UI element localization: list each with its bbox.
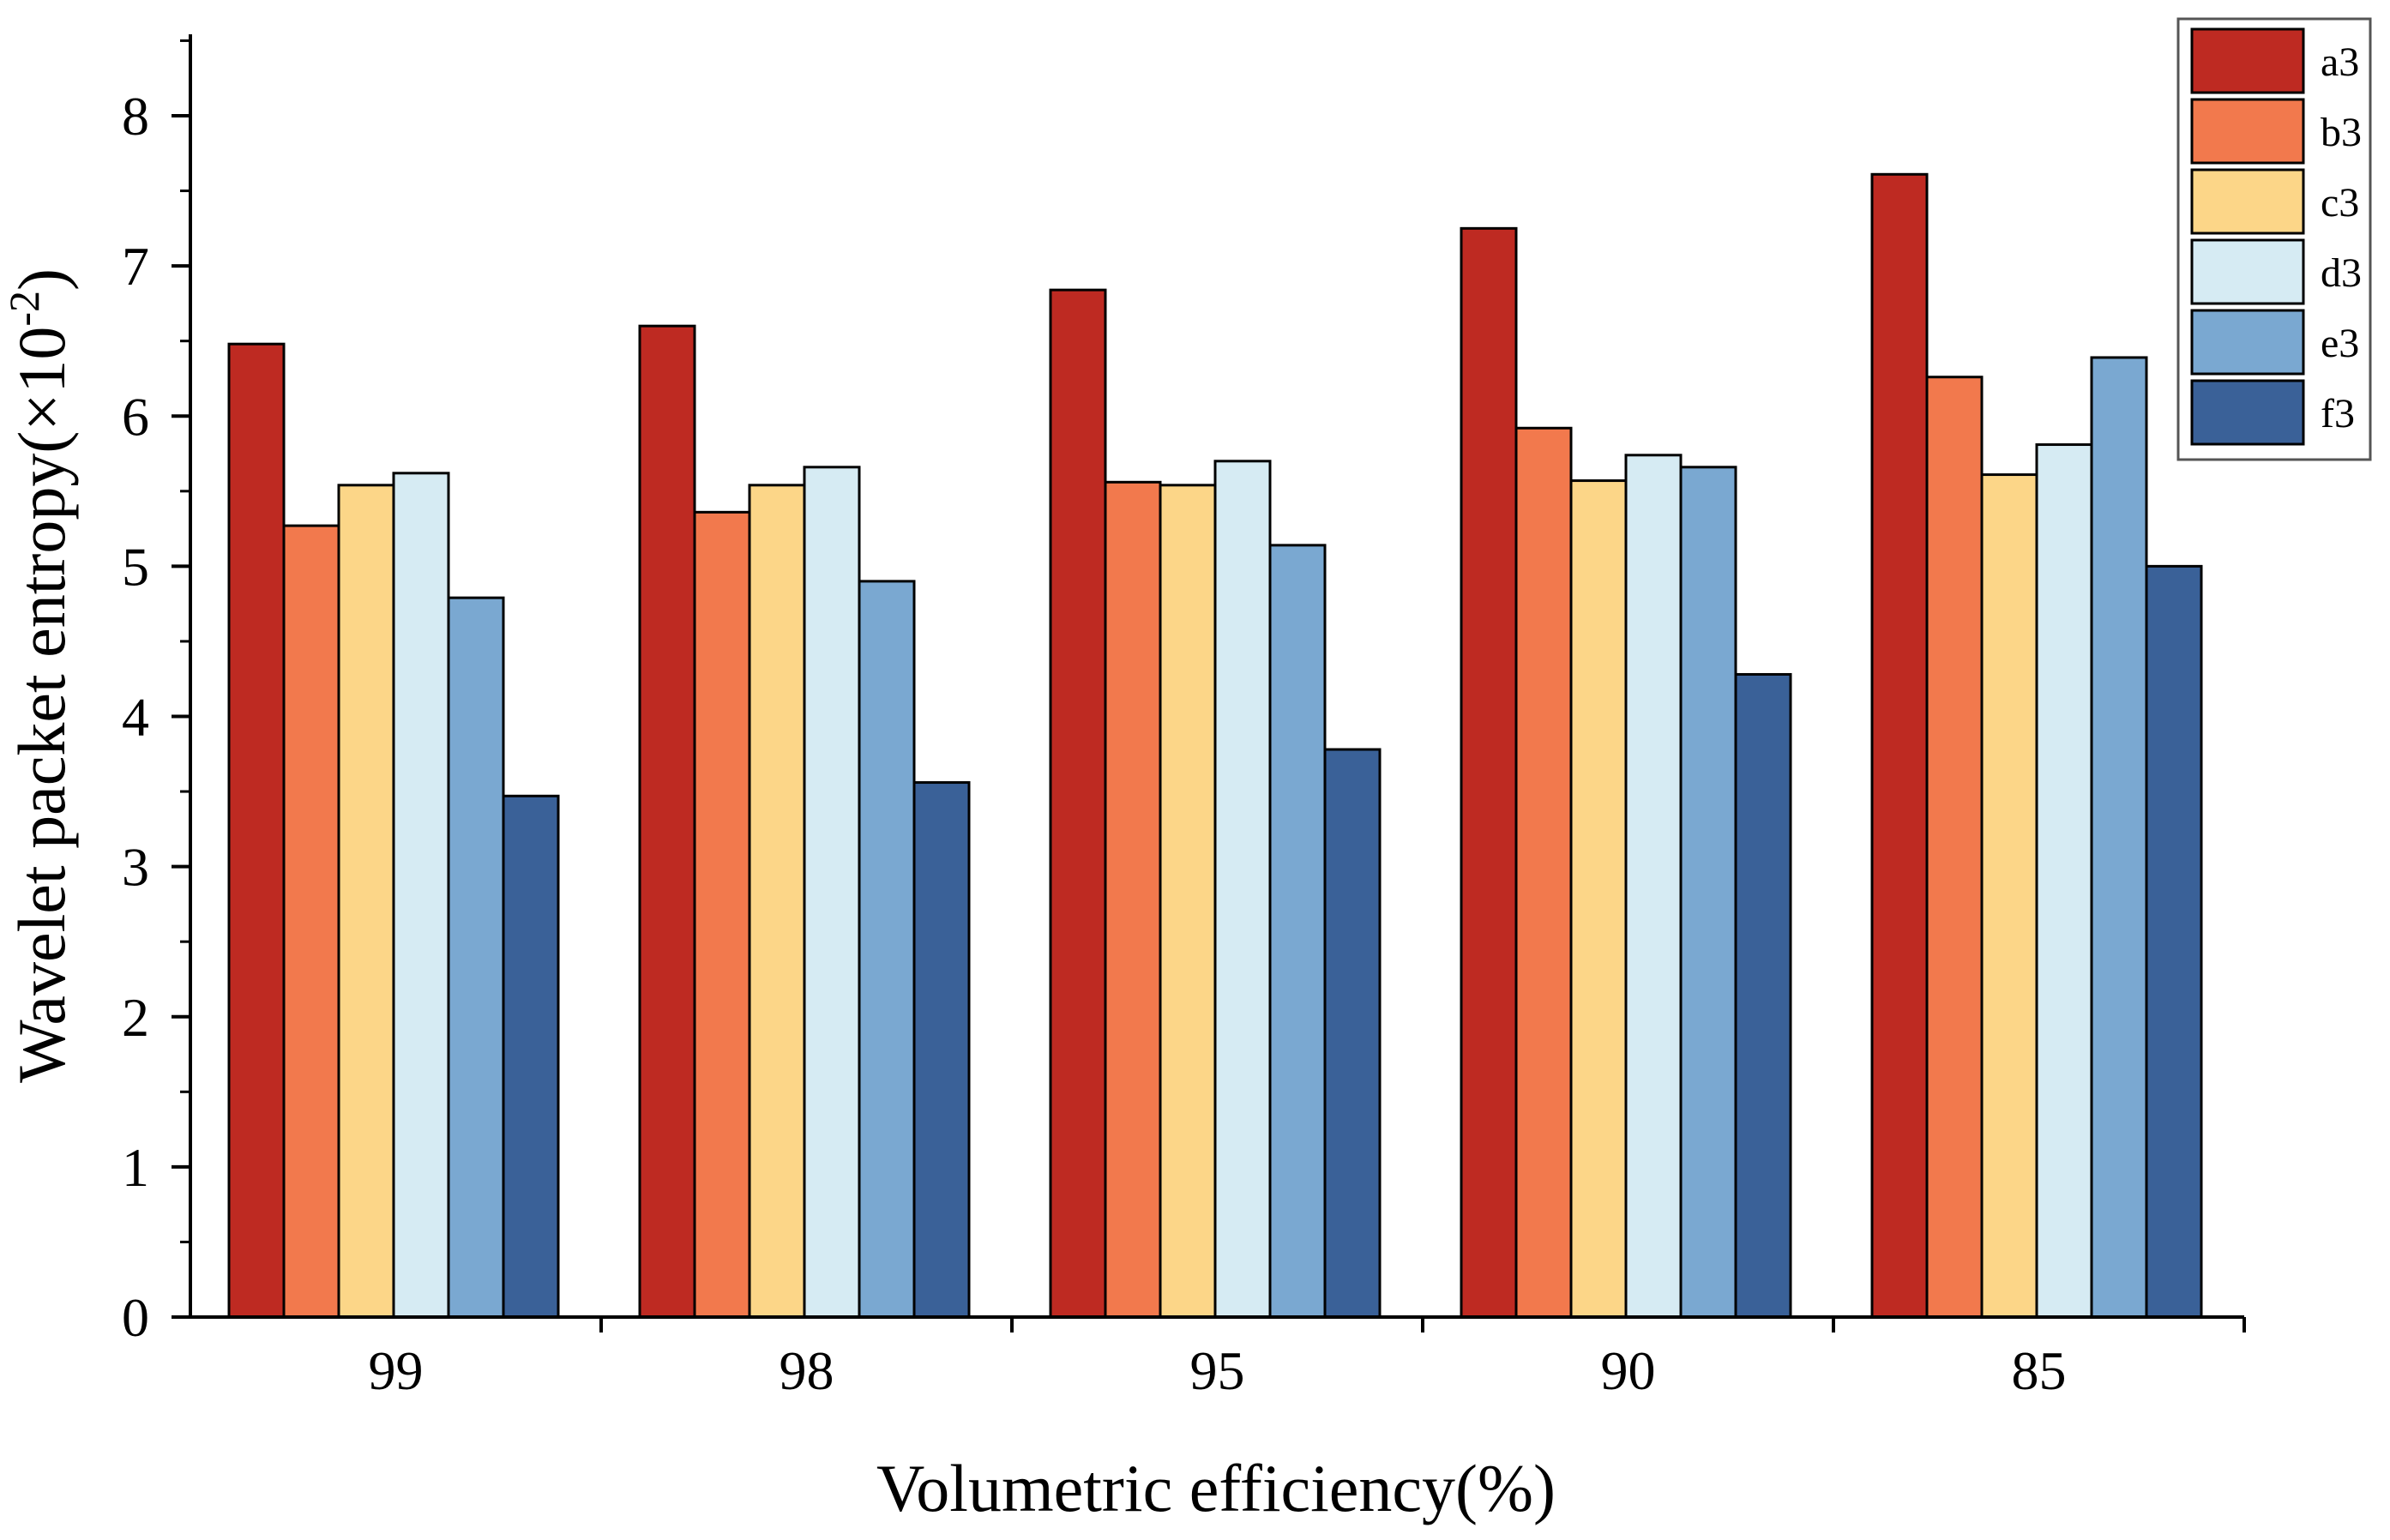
bar-e3-90	[1679, 466, 1737, 1319]
bar-d3-99	[392, 472, 450, 1319]
y-tick-label-1: 1	[122, 1137, 149, 1198]
y-ticks-group: 0 1 2 3 4 5 6 7 8	[122, 39, 190, 1348]
legend-swatch-d3	[2190, 238, 2305, 305]
bar-e3-99	[447, 596, 505, 1319]
y-axis-title-main: Wavelet packet entropy(×10	[4, 327, 79, 1083]
legend-swatch-c3	[2190, 168, 2305, 235]
bar-b3-90	[1514, 426, 1573, 1319]
bar-b3-98	[693, 510, 751, 1319]
x-tick-label-85: 85	[2012, 1340, 2067, 1401]
x-axis-title: Volumetric efficiency(%)	[876, 1451, 1556, 1525]
y-tick-label-8: 8	[122, 86, 149, 147]
y-tick-label-4: 4	[122, 687, 149, 748]
bar-d3-85	[2035, 443, 2093, 1319]
x-tick-label-99: 99	[369, 1340, 424, 1401]
bar-f3-98	[912, 781, 971, 1319]
bar-c3-98	[748, 484, 806, 1319]
bar-e3-85	[2090, 356, 2148, 1319]
bar-d3-90	[1624, 454, 1683, 1319]
bar-a3-99	[227, 342, 286, 1319]
bar-b3-85	[1925, 376, 1984, 1319]
bar-c3-99	[337, 484, 395, 1319]
axes-group	[189, 34, 2244, 1319]
legend-swatch-b3	[2190, 98, 2305, 165]
bar-f3-95	[1323, 748, 1382, 1319]
y-axis-title: Wavelet packet entropy(×10-2)	[0, 268, 79, 1083]
bar-c3-90	[1569, 479, 1628, 1319]
x-tick-label-90: 90	[1601, 1340, 1656, 1401]
legend-swatch-a3	[2190, 27, 2305, 94]
bar-b3-99	[282, 524, 340, 1319]
legend-swatch-f3	[2190, 379, 2305, 446]
legend-label-c3: c3	[2321, 180, 2359, 226]
y-tick-label-2: 2	[122, 987, 149, 1048]
bar-f3-99	[502, 794, 560, 1319]
legend-label-d3: d3	[2321, 250, 2362, 296]
x-ticks-group: 99 98 95 90 85	[369, 1317, 2246, 1401]
bar-a3-90	[1460, 226, 1518, 1319]
bar-a3-85	[1870, 172, 1929, 1319]
y-tick-label-6: 6	[122, 386, 149, 447]
x-tick-label-98: 98	[780, 1340, 834, 1401]
bar-a3-95	[1049, 288, 1107, 1319]
bar-e3-98	[858, 580, 916, 1319]
x-tick-label-95: 95	[1190, 1340, 1245, 1401]
bar-d3-95	[1213, 460, 1272, 1319]
bar-e3-95	[1268, 544, 1327, 1319]
y-tick-label-0: 0	[122, 1287, 149, 1348]
bars-group	[227, 172, 2203, 1319]
bar-f3-90	[1734, 672, 1792, 1319]
legend-label-a3: a3	[2321, 39, 2359, 85]
legend-label-e3: e3	[2321, 321, 2359, 366]
legend: a3 b3 c3 d3 e3 f3	[2176, 17, 2372, 461]
bar-f3-85	[2145, 564, 2203, 1319]
bar-b3-95	[1104, 480, 1162, 1319]
bar-c3-95	[1159, 484, 1217, 1319]
y-axis-title-close: )	[4, 268, 79, 291]
legend-label-f3: f3	[2321, 391, 2355, 436]
legend-swatch-e3	[2190, 309, 2305, 376]
bar-d3-98	[803, 466, 861, 1319]
bar-c3-85	[1980, 473, 2038, 1319]
y-tick-label-3: 3	[122, 837, 149, 898]
y-tick-label-5: 5	[122, 536, 149, 597]
y-tick-label-7: 7	[122, 236, 149, 297]
bar-a3-98	[638, 324, 696, 1319]
legend-label-b3: b3	[2321, 110, 2362, 155]
y-axis-title-exponent: -2	[0, 291, 48, 327]
